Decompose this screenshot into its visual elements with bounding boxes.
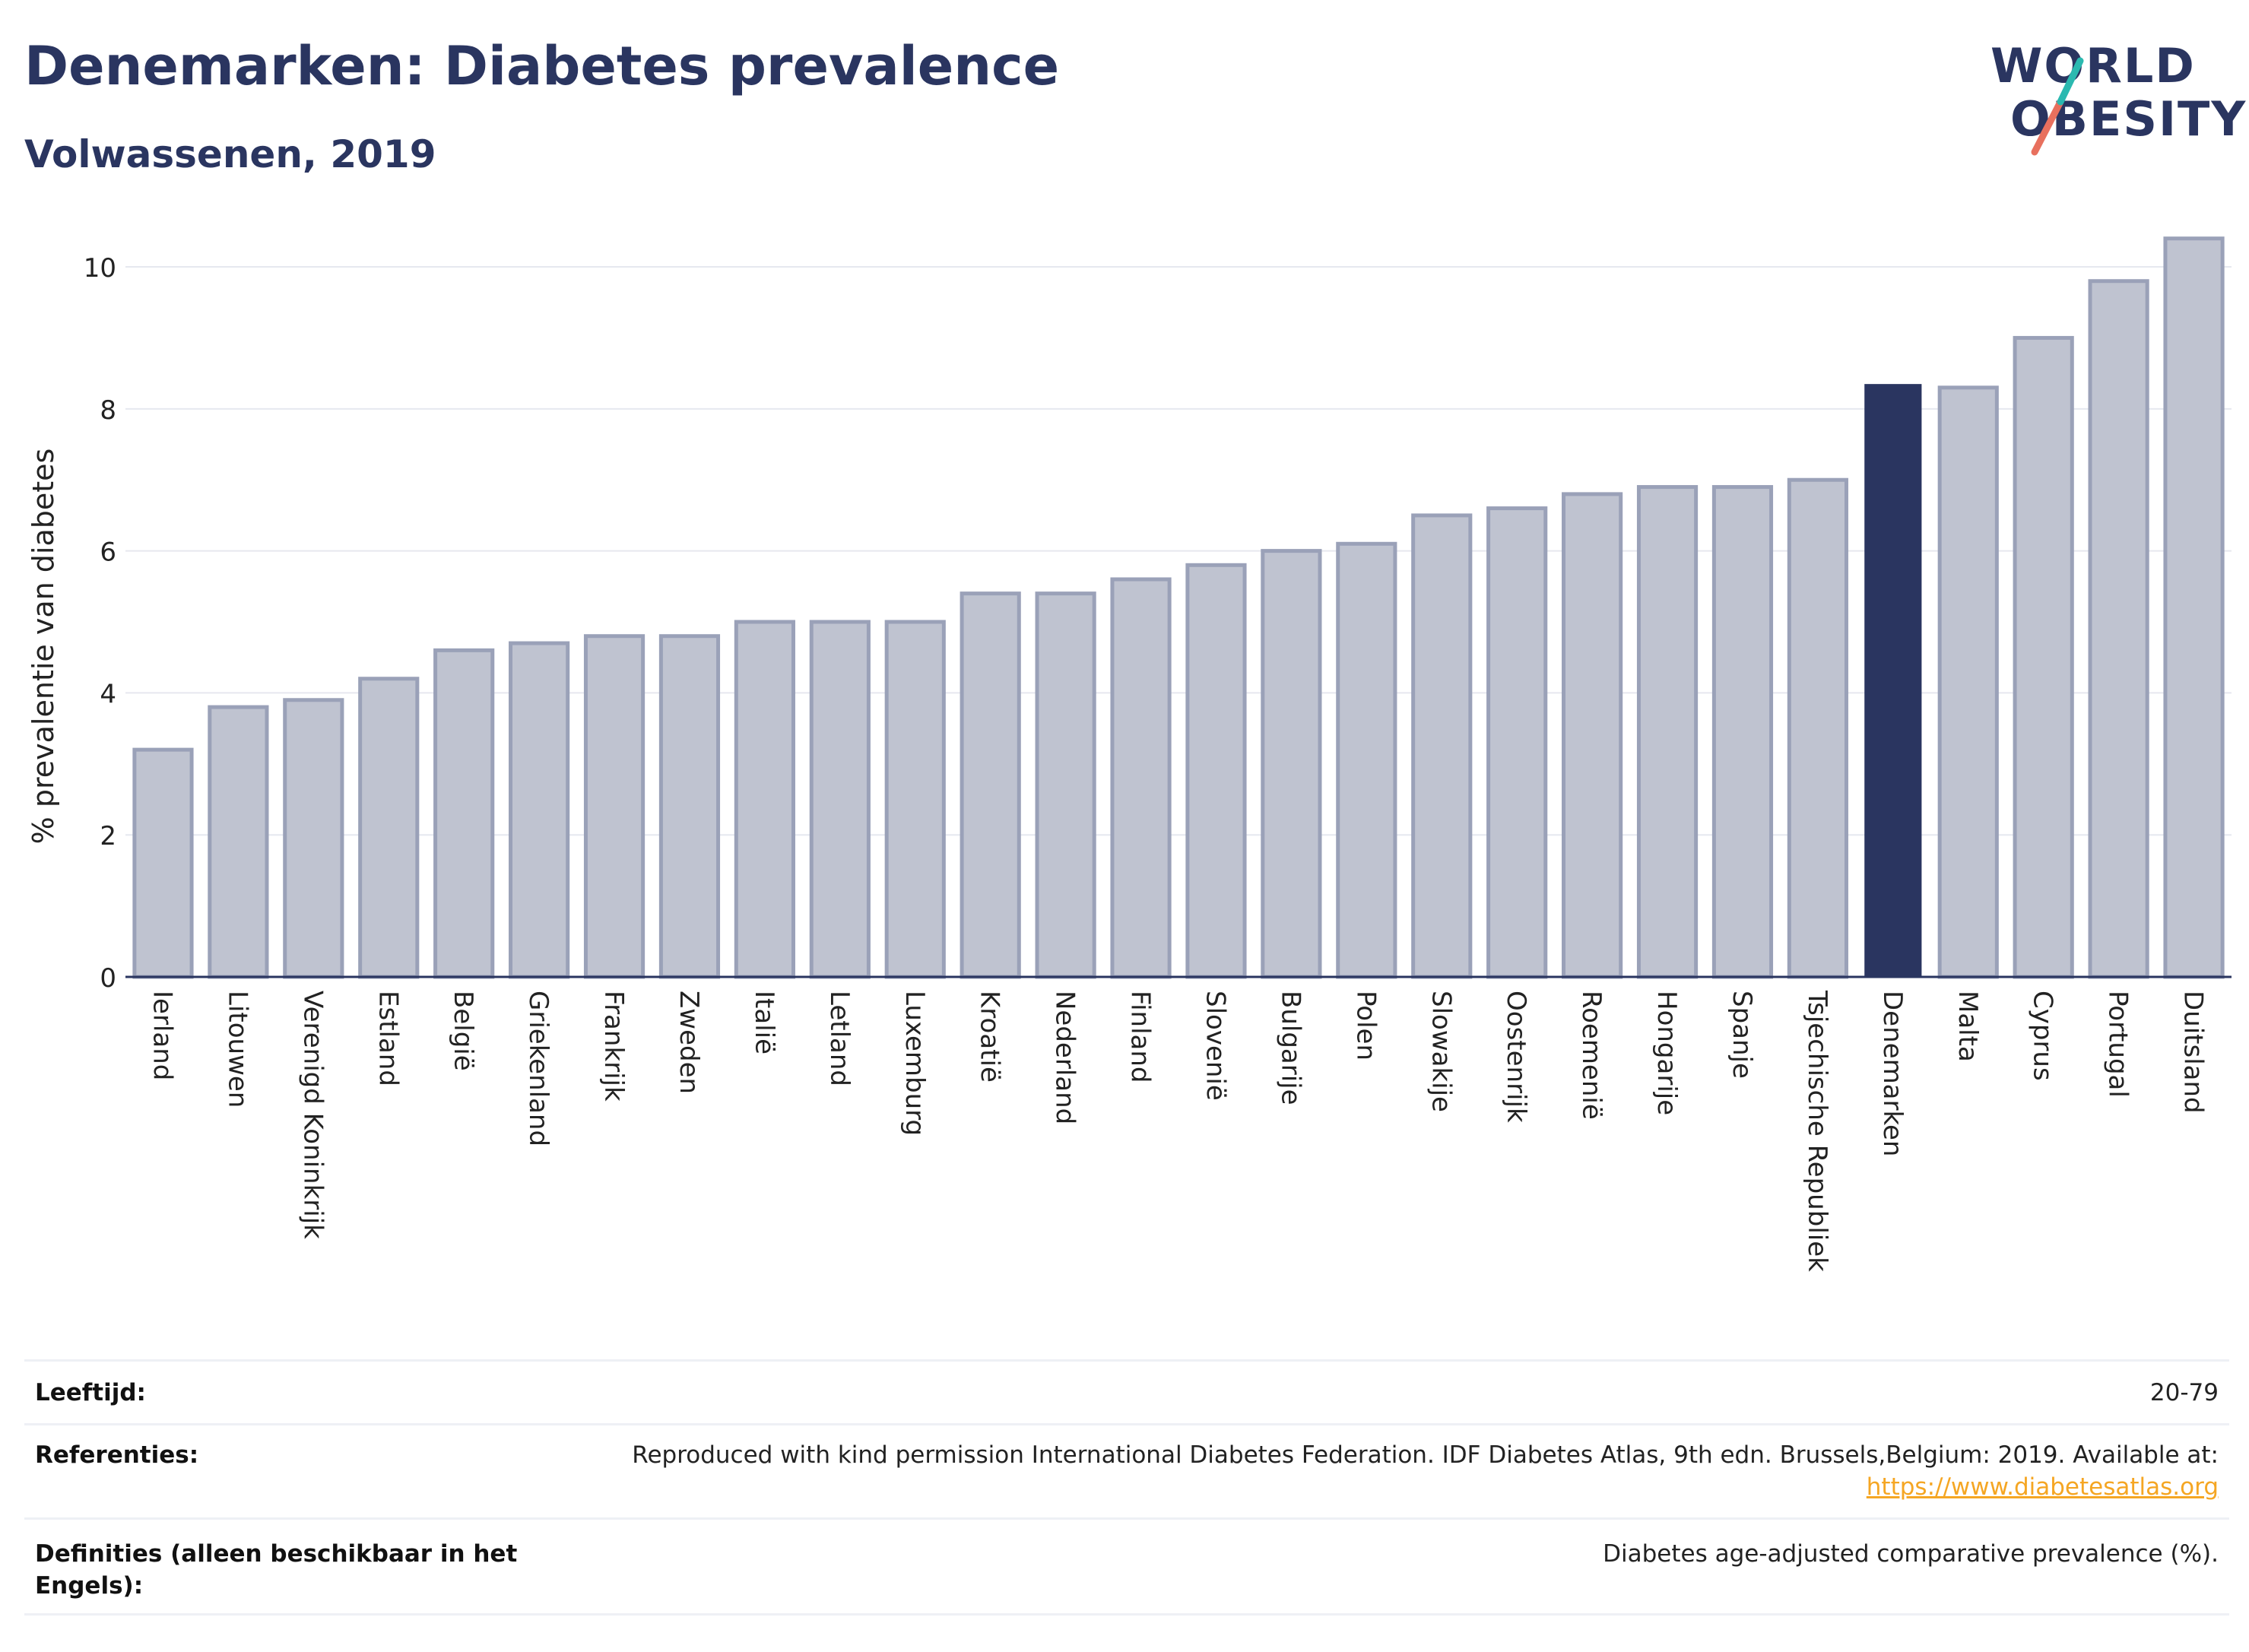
x-tick-label: Denemarken <box>1877 991 1908 1156</box>
bar-spanje[interactable] <box>1711 485 1774 979</box>
bar-zweden[interactable] <box>658 634 721 979</box>
page-title: Denemarken: Diabetes prevalence <box>24 35 1060 97</box>
logo-slash-icon <box>2031 57 2084 156</box>
footer-row-definitions: Definities (alleen beschikbaar in het En… <box>24 1517 2229 1613</box>
y-tick-label: 10 <box>84 253 116 284</box>
x-tick-label: Italië <box>749 991 779 1054</box>
bar-hongarije[interactable] <box>1636 485 1699 979</box>
x-tick-label: Hongarije <box>1651 991 1682 1115</box>
bar-duitsland[interactable] <box>2163 236 2225 979</box>
world-obesity-logo[interactable]: WORLD OBESITY <box>1990 30 2245 167</box>
bar-nederland[interactable] <box>1035 591 1096 979</box>
x-tick-label: Kroatië <box>975 991 1005 1083</box>
bar-frankrijk[interactable] <box>583 634 646 979</box>
x-tick-label: Portugal <box>2103 991 2133 1098</box>
x-tick-label: Cyprus <box>2028 991 2058 1081</box>
bar-griekenland[interactable] <box>509 641 570 979</box>
x-tick-label: Griekenland <box>523 991 554 1146</box>
x-tick-label: Oostenrijk <box>1501 991 1531 1123</box>
chart-y-ticks: 0 2 4 6 8 10 <box>84 253 116 994</box>
x-tick-label: Slowakije <box>1426 991 1456 1112</box>
x-tick-label: Finland <box>1125 991 1156 1083</box>
bar-denemarken[interactable] <box>1864 384 1922 978</box>
bar-estland[interactable] <box>358 677 420 979</box>
bar-malta[interactable] <box>1937 385 1999 979</box>
bar-sloveni-[interactable] <box>1185 563 1247 979</box>
bar-roemeni-[interactable] <box>1562 492 1623 979</box>
chart-footer: Leeftijd: 20-79 Referenties: Reproduced … <box>24 1359 2229 1616</box>
y-tick-label: 6 <box>100 537 116 568</box>
definitions-label-line2: Engels): <box>35 1572 144 1600</box>
y-tick-label: 0 <box>100 963 116 994</box>
footer-bottom-divider <box>24 1613 2229 1616</box>
bar-oostenrijk[interactable] <box>1486 506 1548 979</box>
x-tick-label: Roemenië <box>1576 991 1607 1120</box>
x-tick-label: Duitsland <box>2178 991 2209 1114</box>
references-text: Reproduced with kind permission Internat… <box>632 1441 2219 1469</box>
age-label: Leeftijd: <box>35 1379 146 1406</box>
x-tick-label: België <box>448 991 478 1071</box>
x-tick-label: Verenigd Koninkrijk <box>297 991 328 1239</box>
logo-line-1: WORLD <box>1990 38 2196 94</box>
bar-polen[interactable] <box>1336 541 1397 979</box>
y-tick-label: 4 <box>100 679 116 709</box>
page-subtitle: Volwassenen, 2019 <box>24 132 436 176</box>
x-tick-label: Malta <box>1952 991 1983 1062</box>
bar-kroati-[interactable] <box>960 591 1021 979</box>
x-tick-label: Ierland <box>147 991 177 1080</box>
x-tick-label: Estland <box>373 991 403 1086</box>
bar-itali-[interactable] <box>734 620 795 979</box>
y-axis-label: % prevalentie van diabetes <box>27 449 60 845</box>
bar-litouwen[interactable] <box>208 705 269 979</box>
x-tick-label: Litouwen <box>222 991 252 1108</box>
x-tick-label: Tsjechische Republiek <box>1802 990 1832 1272</box>
footer-row-references: Referenties: Reproduced with kind permis… <box>24 1423 2229 1517</box>
age-value: 20-79 <box>2149 1379 2219 1406</box>
x-tick-label: Bulgarije <box>1275 991 1305 1105</box>
bar-portugal[interactable] <box>2088 279 2149 979</box>
x-tick-label: Luxemburg <box>899 991 930 1136</box>
references-link[interactable]: https://www.diabetesatlas.org <box>1866 1473 2219 1501</box>
definitions-label-line1: Definities (alleen beschikbaar in het <box>35 1540 518 1568</box>
bar-tsjechische-republiek[interactable] <box>1787 477 1848 979</box>
bar-ierland[interactable] <box>132 747 194 979</box>
x-tick-label: Letland <box>824 991 855 1086</box>
references-value: Reproduced with kind permission Internat… <box>632 1439 2219 1503</box>
footer-row-age: Leeftijd: 20-79 <box>24 1359 2229 1423</box>
bar-slowakije[interactable] <box>1411 513 1473 979</box>
y-tick-label: 2 <box>100 821 116 851</box>
bar-bulgarije[interactable] <box>1261 549 1322 979</box>
bar-finland[interactable] <box>1110 577 1172 979</box>
x-tick-label: Polen <box>1350 991 1381 1061</box>
x-tick-label: Spanje <box>1727 991 1757 1079</box>
definitions-label: Definities (alleen beschikbaar in het En… <box>35 1538 517 1602</box>
definitions-value: Diabetes age-adjusted comparative preval… <box>1603 1540 2219 1568</box>
x-tick-label: Frankrijk <box>598 991 629 1102</box>
x-tick-label: Slovenië <box>1200 991 1230 1101</box>
bar-cyprus[interactable] <box>2013 335 2074 979</box>
bar-luxemburg[interactable] <box>884 620 946 979</box>
chart-x-ticks: Ierland Litouwen Verenigd Koninkrijk Estlan… <box>147 990 2208 1272</box>
x-tick-label: Zweden <box>674 991 704 1094</box>
references-label: Referenties: <box>35 1441 199 1469</box>
bar-belgi-[interactable] <box>433 648 495 979</box>
x-tick-label: Nederland <box>1050 991 1080 1124</box>
bar-verenigd-koninkrijk[interactable] <box>283 698 344 979</box>
chart-bars <box>125 236 2232 979</box>
bar-chart: 0 2 4 6 8 10 Ierland Litouwen Verenigd Koninkri… <box>27 236 2232 1272</box>
y-tick-label: 8 <box>100 395 116 426</box>
bar-letland[interactable] <box>809 620 871 979</box>
